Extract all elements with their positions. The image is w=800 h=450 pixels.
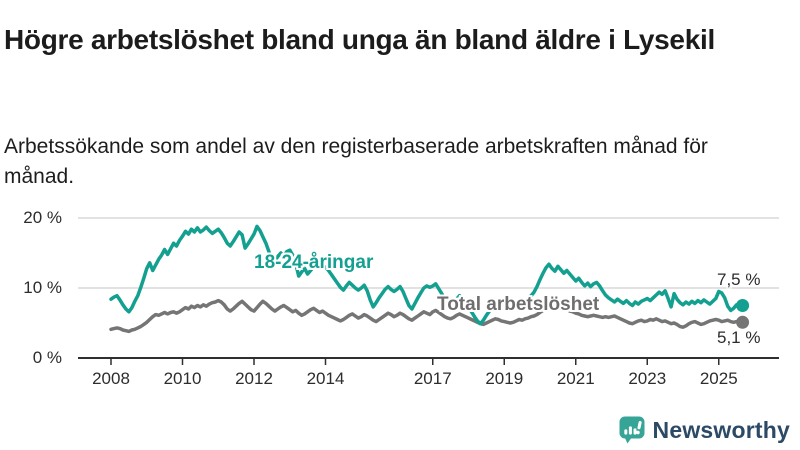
x-axis-label: 2021: [556, 369, 595, 388]
x-axis-label: 2008: [92, 369, 130, 388]
y-axis-label-10: 10 %: [23, 278, 62, 297]
newsworthy-wordmark: Newsworthy: [652, 416, 790, 443]
series-label-youth: 18-24-åringar: [254, 252, 374, 273]
total-end-dot: [736, 315, 750, 329]
newsworthy-logo[interactable]: Newsworthy: [619, 416, 790, 444]
y-axis-label-20: 20 %: [23, 208, 62, 227]
x-axis-label: 2010: [163, 369, 202, 388]
bar-chart-speech-bubble-icon: [619, 416, 645, 444]
series-label-total: Total arbetslöshet: [437, 294, 600, 315]
x-axis-label: 2012: [235, 369, 273, 388]
youth-end-dot: [736, 299, 750, 312]
page-title: Högre arbetslöshet bland unga än bland ä…: [4, 23, 715, 55]
total-line: [109, 298, 745, 334]
x-axis-label: 2017: [413, 369, 452, 388]
x-axis-label: 2023: [628, 369, 667, 388]
end-value-label-total: 5,1 %: [717, 328, 761, 347]
end-value-label-youth: 7,5 %: [717, 270, 761, 289]
x-axis-label: 2014: [306, 369, 345, 388]
x-axis-label: 2019: [485, 369, 524, 388]
x-axis-label: 2025: [699, 369, 738, 388]
youth-line: [109, 224, 745, 326]
page-subtitle: Arbetssökande som andel av den registerb…: [4, 135, 708, 188]
y-axis-label-0: 0 %: [32, 348, 62, 367]
